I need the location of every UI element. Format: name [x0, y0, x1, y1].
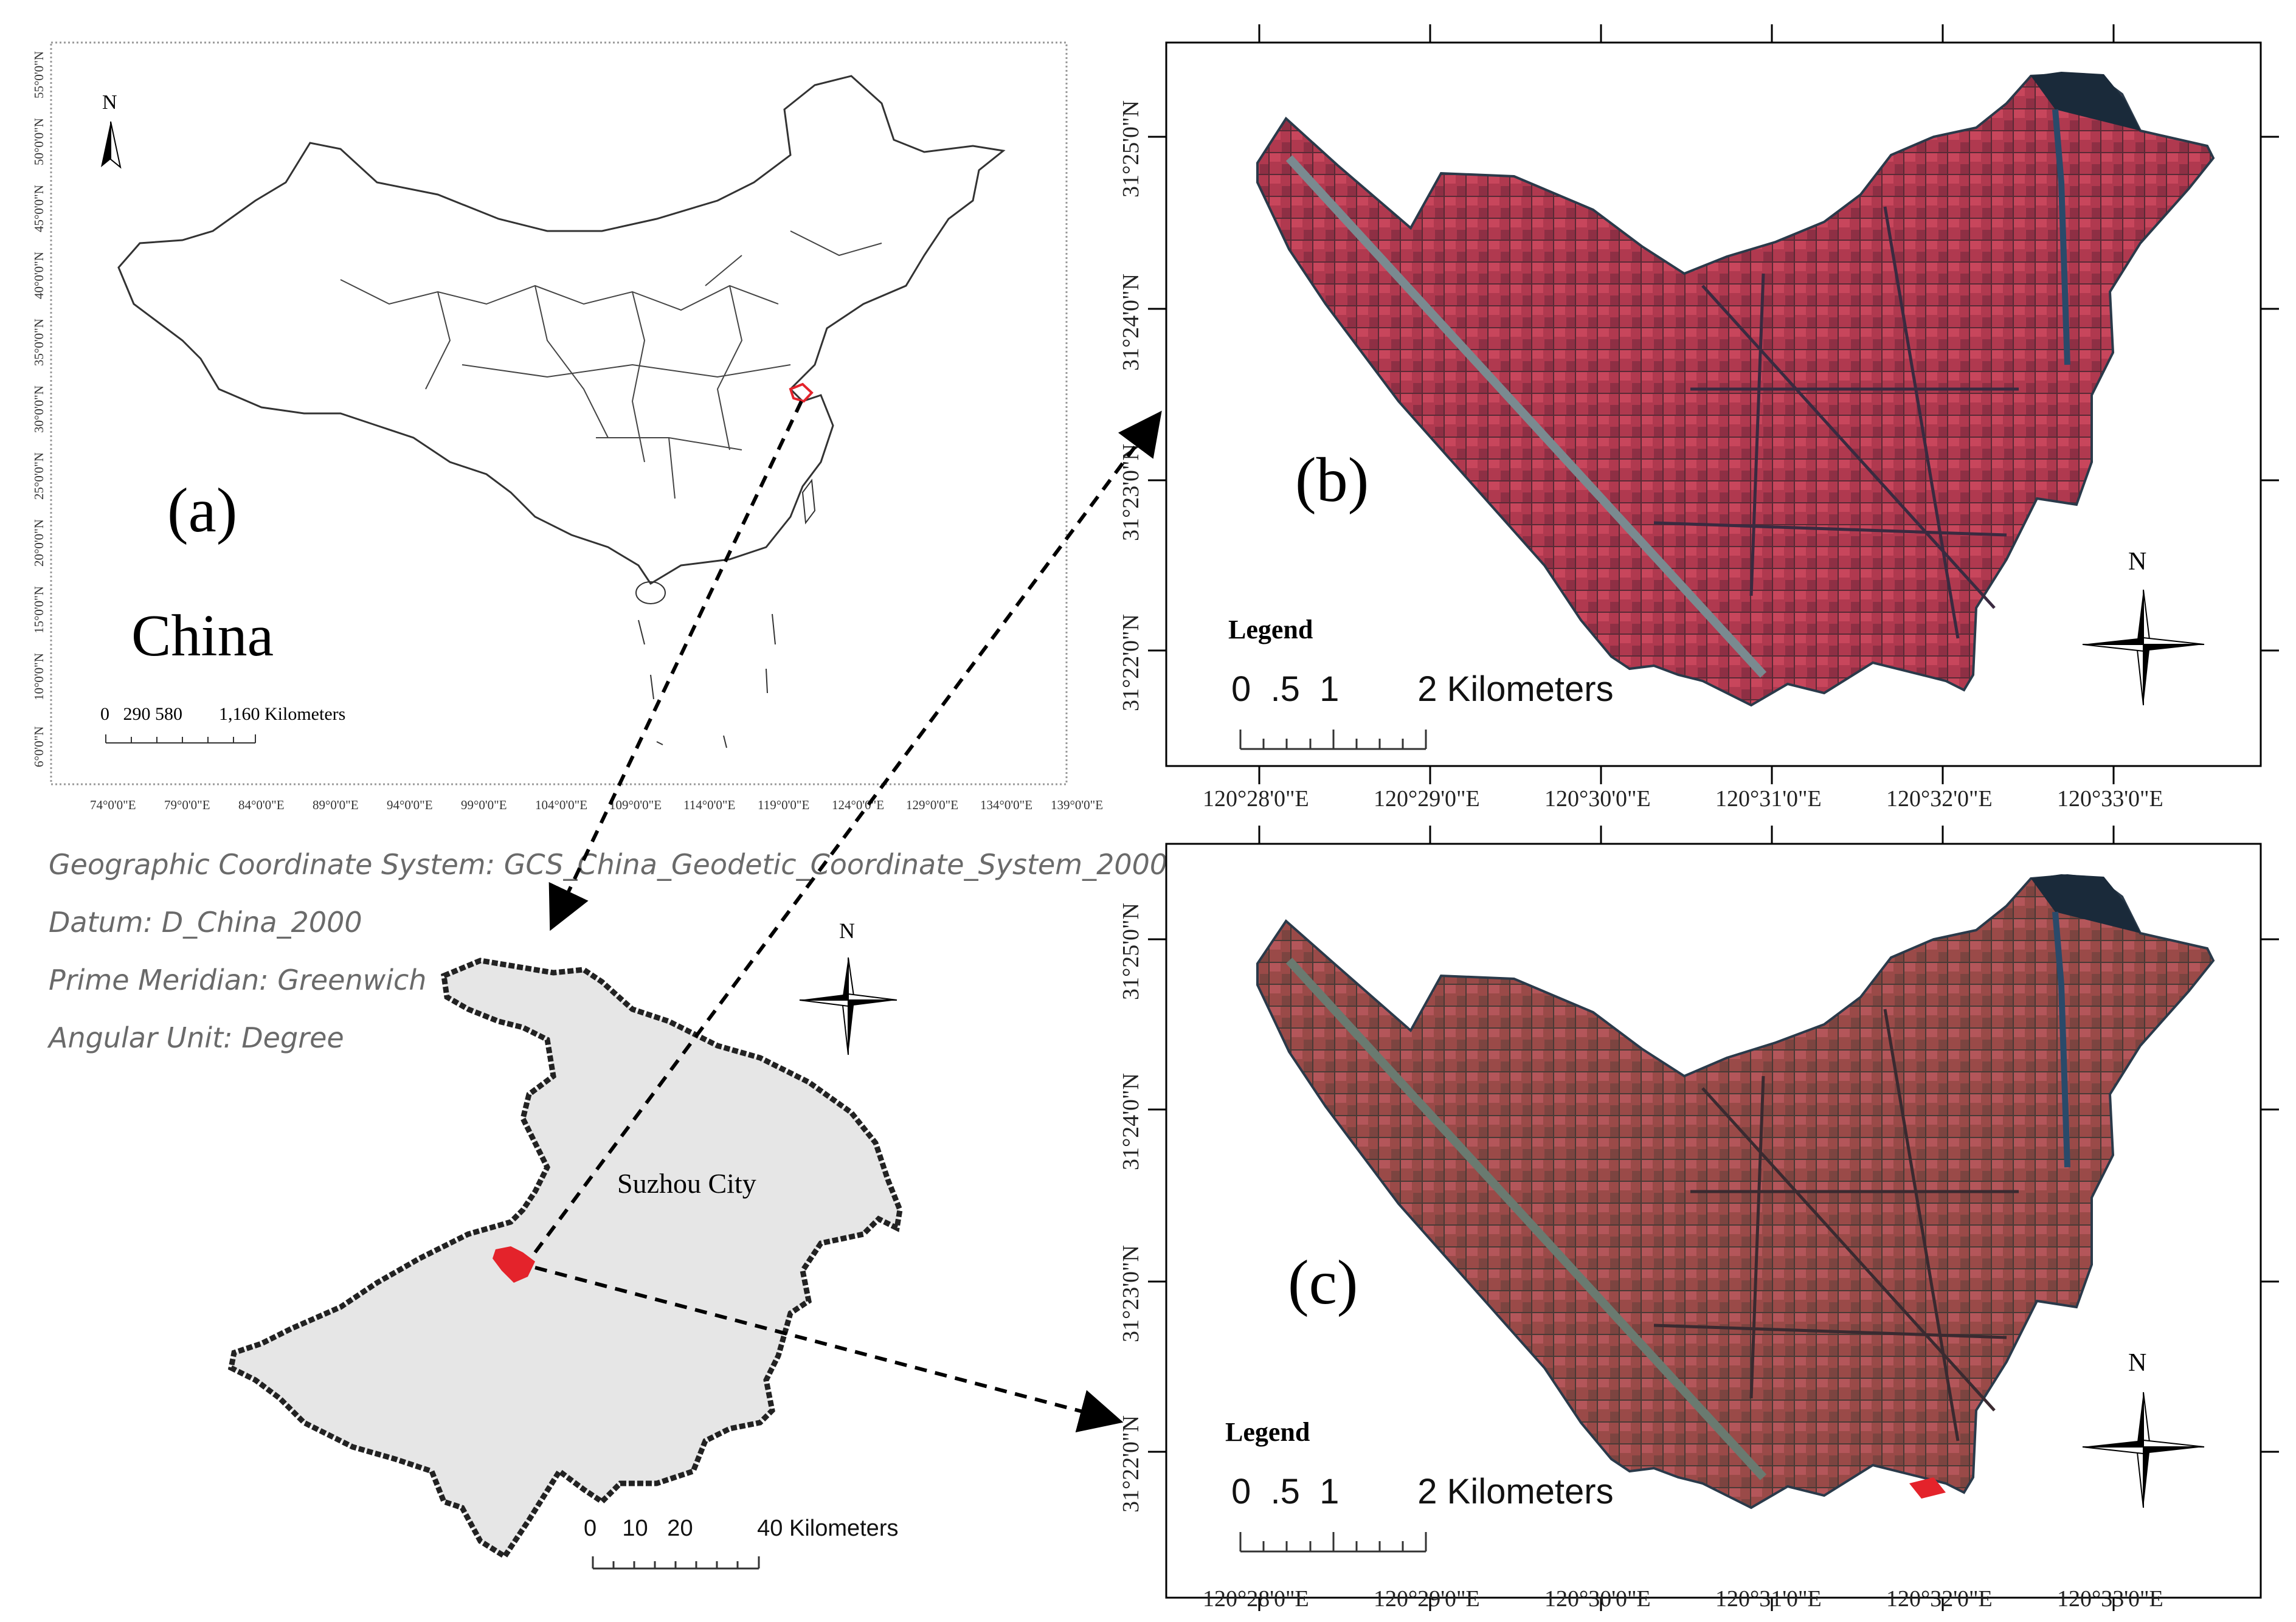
- china-outline: [117, 75, 1006, 585]
- north-arrow-icon-b: [2082, 589, 2205, 706]
- scale-label-a: 0 290 580 1,160 Kilometers: [100, 704, 346, 724]
- lon-tick-b: 120°32'0"E: [1886, 786, 1993, 812]
- north-label-c: N: [2128, 1349, 2147, 1377]
- lon-tick-c: 120°32'0"E: [1886, 1586, 1993, 1612]
- panel-label-c: (c): [1288, 1248, 1358, 1317]
- rail-c: [1285, 958, 1767, 1480]
- lon-tick-a: 89°0'0"E: [313, 798, 359, 812]
- lon-tick-a: 74°0'0"E: [90, 798, 136, 812]
- panel-label-a: (a): [167, 475, 238, 545]
- lat-tick-c: 31°25'0"N: [1118, 903, 1144, 1000]
- lon-tick-b: 120°31'0"E: [1715, 786, 1822, 812]
- legend-title-c: Legend: [1225, 1417, 1310, 1447]
- lon-tick-b: 120°30'0"E: [1544, 786, 1651, 812]
- lon-tick-b: 120°33'0"E: [2057, 786, 2163, 812]
- lon-tick-a: 99°0'0"E: [461, 798, 507, 812]
- north-label-b: N: [2128, 548, 2147, 576]
- scale-label-b: 0 .5 1 2 Kilometers: [1231, 669, 1614, 709]
- study-area-suzhou: [493, 1246, 535, 1283]
- study-area-marker-china: [789, 382, 814, 403]
- lon-tick-c: 120°29'0"E: [1374, 1586, 1480, 1612]
- scale-bar-b: [1239, 730, 1427, 750]
- north-label-a: N: [102, 91, 117, 114]
- lon-tick-a: 79°0'0"E: [164, 798, 210, 812]
- scale-label-suzhou: 0 10 20 40 Kilometers: [584, 1516, 899, 1541]
- water-b: [2031, 72, 2140, 131]
- lon-tick-a: 84°0'0"E: [238, 798, 285, 812]
- meridian-text: Prime Meridian: Greenwich: [49, 964, 427, 996]
- lat-tick-c: 31°24'0"N: [1118, 1073, 1144, 1170]
- scale-bar-a: [105, 734, 256, 744]
- lon-tick-c: 120°31'0"E: [1715, 1586, 1822, 1612]
- country-label: China: [131, 603, 274, 669]
- rail-b: [1285, 155, 1767, 678]
- scale-bar-c: [1239, 1532, 1427, 1553]
- legend-title-b: Legend: [1228, 615, 1313, 644]
- lon-tick-c: 120°30'0"E: [1544, 1586, 1651, 1612]
- river-b: [2052, 109, 2070, 365]
- lon-tick-b: 120°28'0"E: [1203, 786, 1309, 812]
- north-arrow-icon-a: [101, 121, 122, 169]
- lon-tick-b: 120°29'0"E: [1374, 786, 1480, 812]
- river-c: [2052, 911, 2070, 1168]
- datum-text: Datum: D_China_2000: [49, 906, 362, 939]
- scale-bar-suzhou: [592, 1556, 760, 1570]
- panel-label-b: (b): [1295, 445, 1369, 515]
- north-arrow-icon-c: [2082, 1392, 2205, 1508]
- lat-tick-c: 31°23'0"N: [1118, 1245, 1144, 1342]
- lon-tick-c: 120°33'0"E: [2057, 1586, 2163, 1612]
- lat-tick-c: 31°22'0"N: [1118, 1415, 1144, 1513]
- bright-patch-c: [1909, 1477, 1946, 1499]
- water-c: [2031, 874, 2140, 933]
- lon-tick-a: 94°0'0"E: [387, 798, 433, 812]
- scale-label-c: 0 .5 1 2 Kilometers: [1231, 1472, 1614, 1511]
- lon-tick-c: 120°28'0"E: [1203, 1586, 1309, 1612]
- unit-text: Angular Unit: Degree: [49, 1021, 344, 1054]
